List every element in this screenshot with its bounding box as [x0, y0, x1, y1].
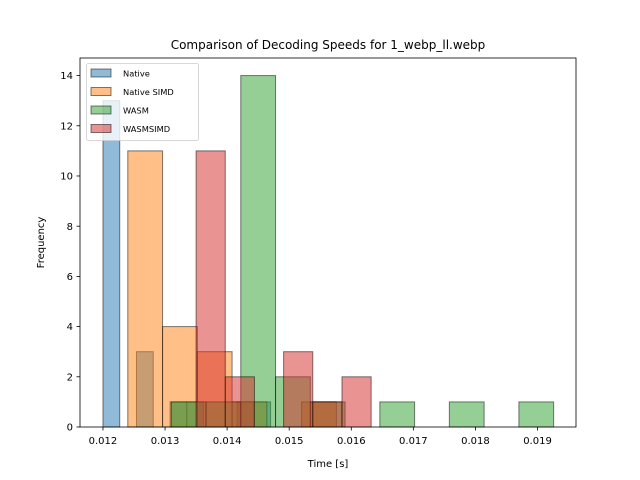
x-tick-label: 0.015 — [275, 436, 304, 447]
y-tick-label: 12 — [60, 121, 73, 132]
legend-label: Native — [123, 69, 150, 79]
y-tick-label: 0 — [67, 423, 73, 434]
bars-layer — [102, 75, 555, 428]
x-tick-label: 0.017 — [399, 436, 428, 447]
legend-swatch — [90, 105, 112, 115]
legend-box — [86, 63, 199, 141]
series-wasmsimd — [195, 150, 372, 428]
y-tick-label: 6 — [67, 272, 73, 283]
x-tick-label: 0.014 — [213, 436, 242, 447]
y-axis-label: Frequency — [36, 217, 47, 269]
legend-swatch — [90, 124, 112, 133]
x-tick-label: 0.013 — [151, 436, 180, 447]
y-tick-label: 14 — [60, 71, 73, 82]
histogram-bar — [102, 100, 121, 428]
legend: Native Native SIMD WASM WASMSIMD — [86, 63, 199, 141]
legend-items: Native Native SIMD WASM WASMSIMD — [90, 68, 174, 134]
x-axis-label: Time [s] — [307, 459, 349, 470]
histogram-bar — [224, 376, 255, 428]
chart-title: Comparison of Decoding Speeds for 1_webp… — [171, 38, 486, 52]
x-tick-label: 0.018 — [461, 436, 490, 447]
histogram-bar — [448, 401, 485, 428]
legend-label: WASM — [123, 106, 149, 116]
x-tick-label: 0.019 — [523, 436, 552, 447]
histogram-bar — [341, 376, 372, 428]
legend-swatch — [90, 68, 112, 78]
plot-frame — [79, 57, 577, 428]
histogram-bar — [312, 401, 343, 428]
histogram-bar — [379, 401, 416, 428]
y-tick-label: 8 — [67, 222, 73, 233]
y-axis-ticks: 0 2 4 6 8 10 12 14 — [60, 71, 80, 434]
y-tick-label: 2 — [67, 372, 73, 383]
histogram-bar — [240, 75, 277, 428]
y-tick-label: 4 — [67, 322, 73, 333]
histogram-bar — [283, 351, 314, 428]
x-axis-ticks: 0.012 0.013 0.014 0.015 0.016 0.017 0.018 0.019 — [89, 427, 552, 447]
x-tick-label: 0.016 — [337, 436, 366, 447]
legend-label: WASMSIMD — [123, 124, 170, 134]
histogram-bar — [518, 401, 555, 428]
y-tick-label: 10 — [60, 172, 73, 183]
legend-label: Native SIMD — [123, 87, 174, 97]
histogram-bar — [195, 150, 226, 428]
histogram-bar — [127, 150, 164, 428]
x-tick-label: 0.012 — [89, 436, 118, 447]
legend-swatch — [90, 87, 112, 96]
